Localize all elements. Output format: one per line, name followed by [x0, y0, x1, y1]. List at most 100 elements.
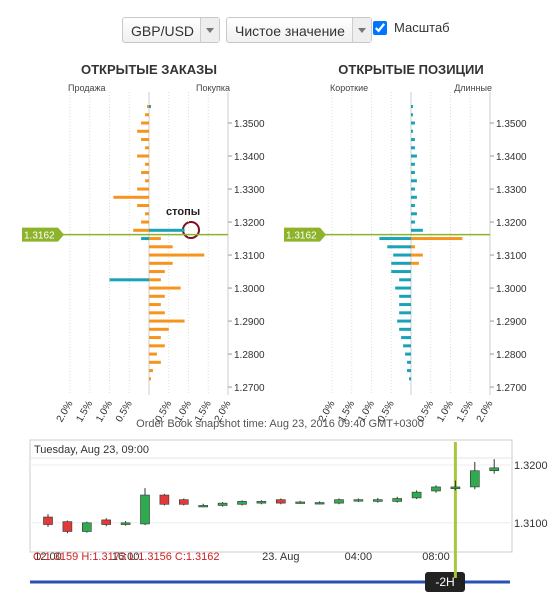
- bar: [145, 162, 149, 166]
- x-tick-label: 1.5%: [74, 399, 95, 424]
- bar: [411, 195, 417, 199]
- y-tick-label: 1.3300: [234, 185, 265, 196]
- candle-body: [392, 498, 403, 502]
- bar: [411, 261, 419, 265]
- x-tick-label: 1.5%: [455, 399, 476, 424]
- chart-title: ОТКРЫТЫЕ ЗАКАЗЫ: [81, 62, 217, 77]
- bar: [149, 278, 161, 282]
- x-tick-label: 0.5%: [114, 399, 135, 424]
- bar: [401, 336, 411, 340]
- bar: [145, 146, 149, 150]
- bar: [387, 245, 411, 249]
- y-tick-label: 1.3100: [234, 251, 265, 262]
- left-label: Короткие: [330, 83, 368, 93]
- bar: [411, 171, 415, 175]
- candle-body: [411, 491, 422, 499]
- bar: [397, 319, 411, 323]
- candle-body: [450, 486, 461, 489]
- bar: [399, 278, 411, 282]
- bar: [145, 212, 149, 216]
- dropdown-arrow: [352, 18, 371, 42]
- candle-body: [334, 499, 344, 504]
- snapshot-text: Order Book snapshot time: Aug 23, 2016 0…: [136, 418, 424, 430]
- bar: [411, 245, 415, 249]
- bar: [149, 327, 169, 331]
- y-tick-label: 1.3400: [234, 152, 265, 163]
- bar: [141, 121, 149, 125]
- candle-body: [43, 516, 53, 525]
- bar: [399, 294, 411, 298]
- candle-body: [101, 519, 111, 525]
- bar: [149, 270, 165, 274]
- bar: [407, 360, 411, 364]
- bar: [149, 253, 205, 257]
- mode-text: Чистое значение: [235, 23, 345, 39]
- candle-body: [159, 494, 170, 505]
- candle-body: [198, 505, 208, 508]
- right-label: Покупка: [196, 83, 230, 93]
- bar: [411, 105, 413, 109]
- bar: [149, 377, 151, 381]
- price-tag-text: 1.3162: [286, 231, 317, 242]
- bar: [393, 253, 411, 257]
- bar: [109, 278, 149, 282]
- x-tick-label: 12:00: [34, 551, 62, 563]
- y-tick-label: 1.2900: [496, 317, 527, 328]
- candle-body: [275, 499, 286, 504]
- price-tag-text: 1.3162: [24, 231, 55, 242]
- x-tick-label: 2.0%: [55, 399, 76, 424]
- bar: [405, 352, 411, 356]
- bar: [411, 212, 417, 216]
- y-tick-label: 1.3100: [496, 251, 527, 262]
- bar: [409, 377, 411, 381]
- bar: [411, 162, 415, 166]
- bar: [411, 179, 417, 183]
- chart-title: ОТКРЫТЫЕ ПОЗИЦИИ: [338, 62, 483, 77]
- y-tick-label: 1.3200: [234, 218, 265, 229]
- bar: [149, 344, 165, 348]
- bar: [137, 187, 149, 191]
- candle-body: [469, 470, 480, 488]
- bar: [391, 261, 411, 265]
- x-tick-label: 04:00: [345, 551, 373, 563]
- left-label: Продажа: [68, 83, 106, 93]
- bar: [411, 146, 415, 150]
- bar: [399, 327, 411, 331]
- y-tick-label: 1.2800: [234, 350, 265, 361]
- price-tag: [284, 227, 326, 242]
- dropdown-arrow: [200, 18, 219, 42]
- y-tick-label: 1.3300: [496, 185, 527, 196]
- bar: [149, 336, 161, 340]
- bar: [137, 129, 149, 133]
- bar: [379, 237, 411, 241]
- pair-select[interactable]: GBP/USD: [122, 17, 220, 43]
- bar: [145, 179, 149, 183]
- y-tick-label: 1.3200: [514, 460, 548, 472]
- x-tick-label: 1.0%: [94, 399, 115, 424]
- scale-checkbox[interactable]: [373, 21, 387, 35]
- mode-select[interactable]: Чистое значение: [226, 17, 372, 43]
- bar: [149, 237, 161, 241]
- x-tick-label: 0.5%: [415, 399, 436, 424]
- bar: [149, 352, 157, 356]
- scale-label: Масштаб: [394, 20, 450, 35]
- candle-body: [217, 502, 228, 506]
- date-label: Tuesday, Aug 23, 09:00: [34, 444, 149, 456]
- bar: [411, 253, 423, 257]
- y-tick-label: 1.3100: [514, 518, 548, 530]
- right-label: Длинные: [454, 83, 492, 93]
- ohlc-label: O:1.3159 H:1.3173 L:1.3156 C:1.3162: [33, 551, 220, 563]
- bar: [149, 311, 165, 315]
- bar: [411, 113, 413, 117]
- bar: [411, 154, 417, 158]
- annotation: стопы: [166, 206, 200, 218]
- candle-body: [82, 522, 92, 532]
- bar: [411, 220, 415, 224]
- candle-frame: [29, 439, 513, 553]
- range-button-text: -2H: [435, 575, 454, 589]
- price-tag: [22, 227, 64, 242]
- candle-body: [353, 499, 364, 502]
- candle-body: [295, 501, 306, 504]
- bar: [149, 286, 181, 290]
